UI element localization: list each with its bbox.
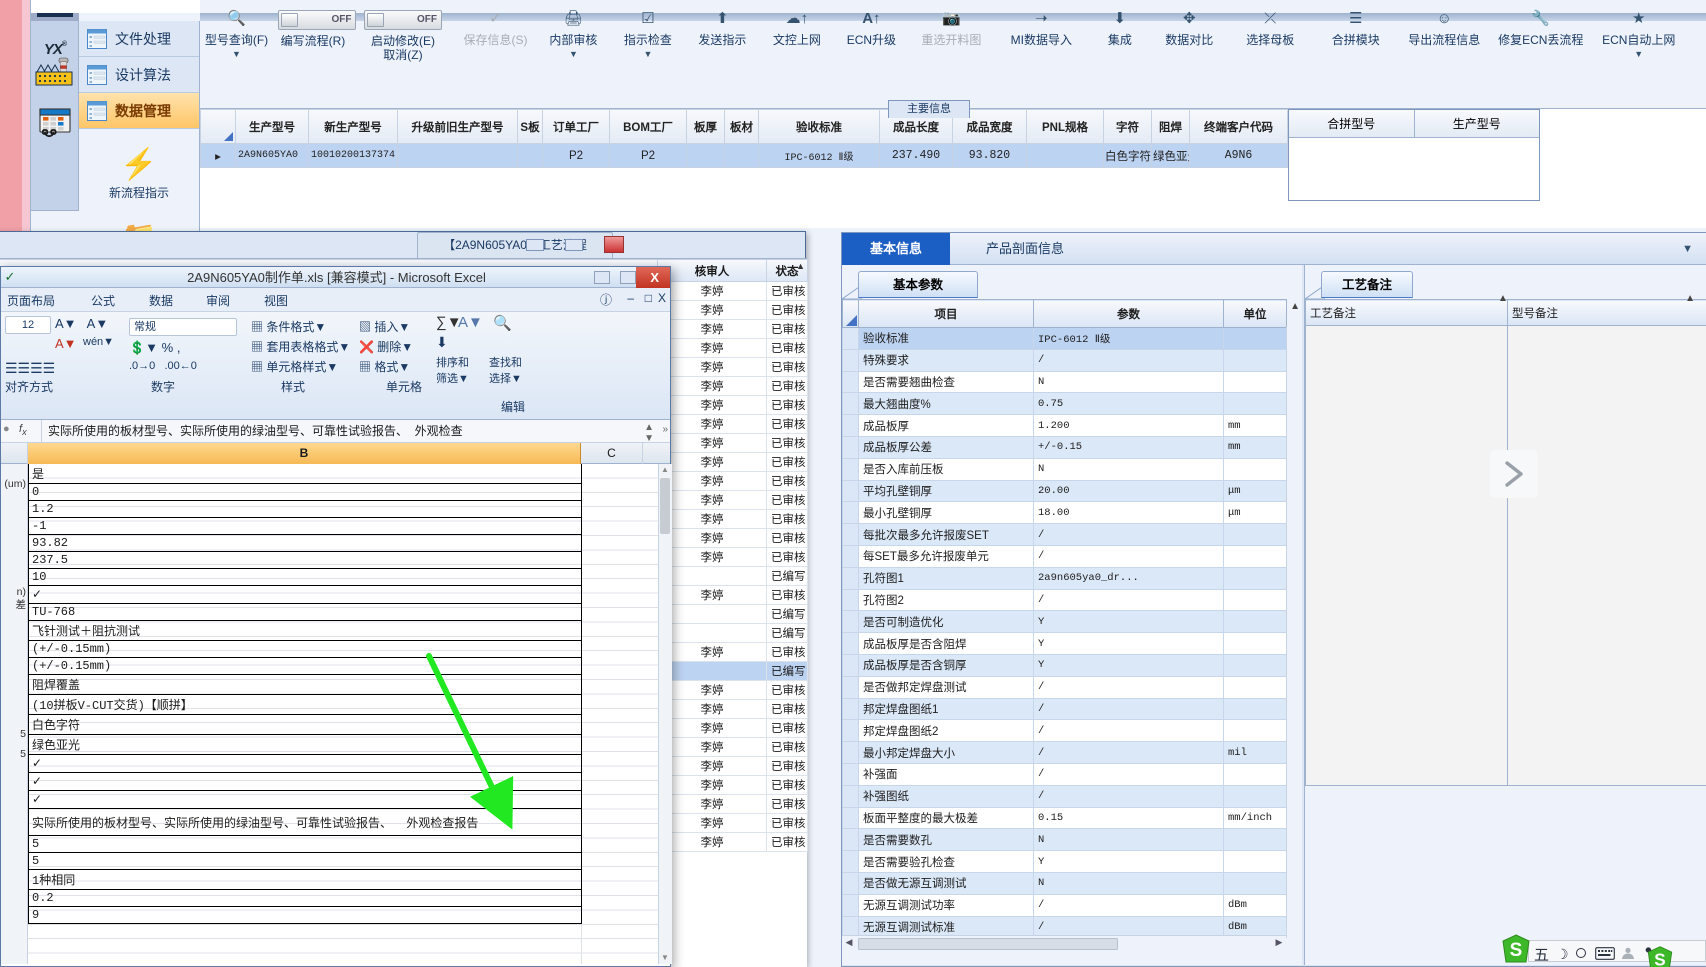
svg-text:S: S (1654, 951, 1665, 967)
svg-text:S: S (1510, 940, 1523, 961)
